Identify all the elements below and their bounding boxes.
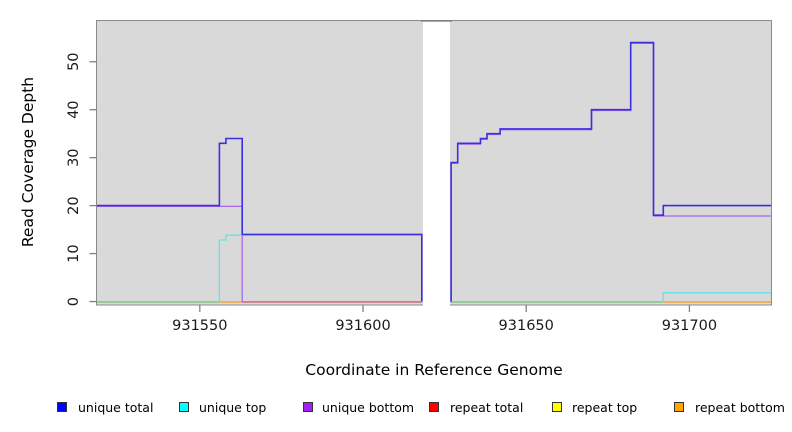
- legend-item-unique-total: unique total: [57, 398, 153, 416]
- coverage-chart: 931550 931600 931650 931700 0 10 20 30 40 50 Coor…: [19, 20, 772, 379]
- repeat-total-swatch-icon: [429, 402, 439, 412]
- legend-item-unique-top: unique top: [179, 398, 266, 416]
- svg-text:40: 40: [66, 100, 82, 118]
- legend-label: repeat bottom: [695, 399, 785, 415]
- svg-text:931700: 931700: [662, 318, 717, 334]
- y-axis-title: Read Coverage Depth: [19, 77, 37, 247]
- svg-text:20: 20: [66, 196, 82, 214]
- svg-text:931550: 931550: [172, 318, 227, 334]
- legend-label: repeat top: [572, 399, 638, 415]
- svg-text:931650: 931650: [499, 318, 554, 334]
- unique-bottom-swatch-icon: [303, 402, 313, 412]
- svg-text:0: 0: [66, 297, 82, 306]
- plot-area: 931550 931600 931650 931700 0 10 20 30 40 50: [66, 20, 772, 334]
- legend-item-unique-bottom: unique bottom: [303, 398, 414, 416]
- legend-label: unique bottom: [322, 399, 415, 415]
- svg-text:931600: 931600: [335, 318, 390, 334]
- legend-label: unique top: [199, 399, 267, 415]
- repeat-top-swatch-icon: [552, 402, 562, 412]
- legend-item-repeat-bottom: repeat bottom: [674, 398, 785, 416]
- x-axis-title: Coordinate in Reference Genome: [305, 361, 562, 379]
- svg-text:10: 10: [66, 244, 82, 262]
- legend-label: unique total: [78, 399, 154, 415]
- legend-item-repeat-top: repeat top: [552, 398, 637, 416]
- repeat-bottom-swatch-icon: [674, 402, 684, 412]
- svg-text:50: 50: [66, 52, 82, 70]
- legend-label: repeat total: [450, 399, 524, 415]
- chart-legend: unique total unique top unique bottom re…: [0, 398, 792, 420]
- unique-total-swatch-icon: [57, 402, 67, 412]
- legend-item-repeat-total: repeat total: [429, 398, 523, 416]
- unique-top-swatch-icon: [179, 402, 189, 412]
- svg-text:30: 30: [66, 148, 82, 166]
